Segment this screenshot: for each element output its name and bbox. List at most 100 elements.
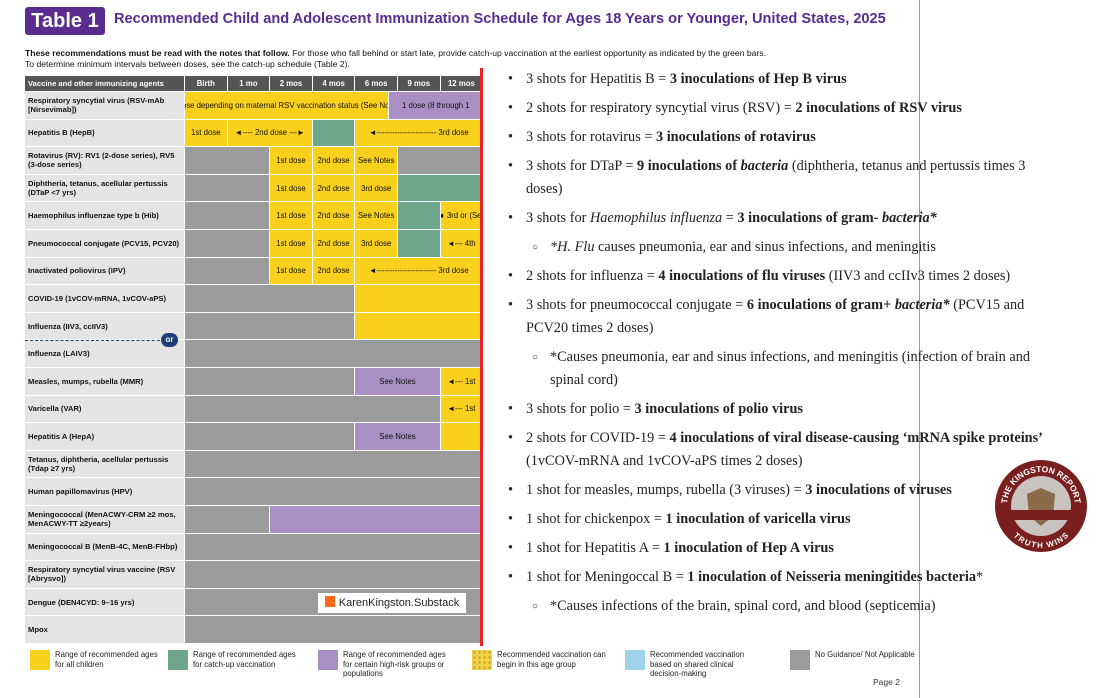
text-run: 2 inoculations of RSV virus — [795, 100, 962, 116]
schedule-bar: 2nd dose — [312, 230, 356, 258]
intro: These recommendations must be read with … — [25, 48, 905, 70]
intro-text: To determine minimum intervals between d… — [25, 59, 350, 69]
text-run: bacteria* — [894, 297, 950, 313]
legend-text: Range of recommended ages for all childr… — [55, 650, 158, 669]
legend-swatch — [168, 650, 188, 670]
column-header: Birth — [185, 76, 228, 92]
sub-bullet: *H. Flu causes pneumonia, ear and sinus … — [508, 236, 1048, 259]
or-divider — [25, 340, 175, 341]
column-header: 1 mo — [227, 76, 271, 92]
text-run: (diphtheria, tetanus and pertussis times… — [526, 158, 1026, 197]
bullet-item: 3 shots for Haemophilus influenza = 3 in… — [508, 207, 1048, 230]
row-label: Respiratory syncytial virus (RSV-mAb [Ni… — [25, 92, 185, 120]
text-run: 1 inoculation of Hep A virus — [663, 540, 834, 556]
intro-text: For those who fall behind or start late,… — [292, 48, 766, 58]
schedule-bar — [270, 506, 481, 534]
sub-bullet: *Causes pneumonia, ear and sinus infecti… — [508, 346, 1048, 392]
text-run: 3 shots for DTaP = — [526, 158, 637, 174]
text-run: 1 inoculation of Neisseria meningitides … — [687, 569, 977, 585]
text-run: 3 inoculations of Hep B virus — [669, 71, 847, 87]
schedule-bar: ◄ 3rd or (See — [440, 202, 481, 230]
text-run: 1 shot for chickenpox = — [526, 511, 666, 527]
schedule-bar: 3rd dose — [355, 230, 398, 258]
schedule-bar — [312, 119, 356, 148]
schedule-bar — [355, 285, 481, 313]
schedule-bar — [398, 202, 441, 230]
text-run: 3 inoculations of gram- — [737, 210, 882, 226]
row-label: Human papillomavirus (HPV) — [25, 478, 185, 506]
row-label: Inactivated poliovirus (IPV) — [25, 257, 185, 286]
row-label: Measles, mumps, rubella (MMR) — [25, 368, 185, 396]
schedule-bar — [398, 147, 481, 175]
text-run: 3 shots for — [526, 210, 590, 226]
legend-text: No Guidance/ Not Applicable — [815, 650, 915, 659]
text-run: 2 shots for COVID-19 = — [526, 430, 670, 446]
schedule-bar — [185, 147, 271, 175]
schedule-bar — [398, 174, 481, 203]
text-run: 3 inoculations of viruses — [805, 482, 952, 498]
text-run: bacteria — [740, 158, 789, 174]
column-header: 4 mos — [312, 76, 356, 92]
bullet-item: 3 shots for pneumococcal conjugate = 6 i… — [508, 294, 1048, 340]
text-run: 1 shot for measles, mumps, rubella (3 vi… — [526, 482, 806, 498]
schedule-bar — [185, 340, 481, 368]
logo: THE KINGSTON REPORT TRUTH WINS — [995, 460, 1087, 552]
row-label: Influenza (LAIV3) — [25, 340, 185, 368]
legend-text: Recommended vaccination can begin in thi… — [497, 650, 606, 669]
schedule-bar: ◄----------------------- 3rd dose — [355, 257, 481, 286]
text-run: (1vCOV-mRNA and 1vCOV-aPS times 2 doses) — [526, 453, 803, 469]
bullet-item: 2 shots for influenza = 4 inoculations o… — [508, 265, 1048, 288]
schedule-bar: 1 dose (8 through 1 — [389, 92, 481, 120]
bullet-item: 1 shot for measles, mumps, rubella (3 vi… — [508, 479, 1048, 502]
bullet-item: 2 shots for respiratory syncytial virus … — [508, 97, 1048, 120]
row-label: Influenza (IIV3, ccIIV3) — [25, 312, 185, 341]
schedule-bar: 2nd dose — [312, 174, 356, 203]
watermark-text: KarenKingston.Substack — [338, 597, 460, 609]
table-badge: Table 1 — [25, 7, 105, 35]
schedule-bar: 2nd dose — [312, 202, 356, 230]
schedule-bar: 2nd dose — [312, 257, 356, 286]
text-run: = — [722, 210, 738, 226]
bullet-item: 3 shots for DTaP = 9 inoculations of bac… — [508, 155, 1048, 201]
column-header: 2 mos — [270, 76, 313, 92]
schedule-bar: See Notes — [355, 202, 398, 230]
row-label: Meningococcal (MenACWY-CRM ≥2 mos, MenAC… — [25, 506, 185, 534]
row-label: Diphtheria, tetanus, acellular pertussis… — [25, 174, 185, 203]
schedule-bar: ◄---- 2nd dose ---► — [227, 119, 313, 148]
schedule-bar: See Notes — [355, 368, 441, 396]
schedule-bar — [398, 230, 441, 258]
schedule-bar: 1st dose — [270, 174, 313, 203]
column-header: 9 mos — [398, 76, 441, 92]
schedule-bar — [355, 312, 481, 341]
bullet-item: 1 shot for Hepatitis A = 1 inoculation o… — [508, 537, 1048, 560]
intro-bold: These recommendations must be read with … — [25, 48, 290, 58]
bullet-item: 1 shot for Meningoccal B = 1 inoculation… — [508, 566, 1048, 589]
bullet-item: 3 shots for Hepatitis B = 3 inoculations… — [508, 68, 1048, 91]
schedule-bar: ◄----------------------- 3rd dose — [355, 119, 481, 148]
or-badge: or — [161, 333, 178, 347]
legend-swatch — [790, 650, 810, 670]
bullet-item: 3 shots for rotavirus = 3 inoculations o… — [508, 126, 1048, 149]
schedule-bar — [185, 616, 481, 644]
text-run: 1 inoculation of varicella virus — [665, 511, 851, 527]
schedule-bar: See Notes — [355, 147, 398, 175]
schedule-bar — [440, 423, 481, 451]
logo-banner — [1007, 510, 1075, 520]
text-run: 3 inoculations of rotavirus — [655, 129, 816, 145]
legend-text: Range of recommended ages for catch-up v… — [193, 650, 296, 669]
bullet-list: 3 shots for Hepatitis B = 3 inoculations… — [508, 68, 1048, 624]
text-run: 4 inoculations of viral disease-causing … — [669, 430, 1043, 446]
red-line — [480, 68, 483, 646]
schedule-bar — [185, 368, 356, 396]
schedule-bar — [185, 285, 356, 313]
text-run: bacteria* — [881, 210, 937, 226]
schedule-bar — [185, 395, 441, 424]
page-number: Page 2 — [873, 677, 900, 687]
text-run: * — [976, 569, 984, 585]
row-label: Respiratory syncytial virus vaccine (RSV… — [25, 561, 185, 589]
text-run: 1 shot for Hepatitis A = — [526, 540, 664, 556]
schedule-bar — [185, 561, 481, 589]
row-label: Rotavirus (RV): RV1 (2-dose series), RV5… — [25, 147, 185, 175]
text-run: *Causes infections of the brain, spinal … — [550, 598, 936, 614]
column-header: 6 mos — [355, 76, 398, 92]
